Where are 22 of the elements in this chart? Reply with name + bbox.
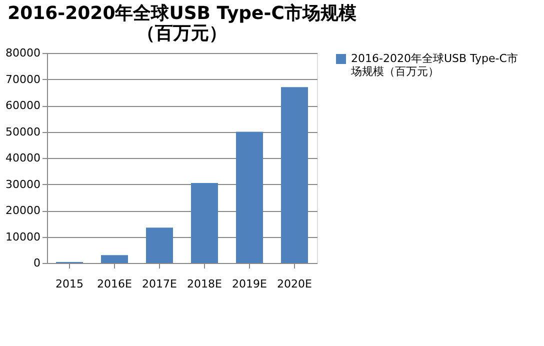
chart-title: 2016-2020年全球USB Type-C市场规模（百万元） (8, 3, 356, 44)
y-tick-label: 10000 (6, 230, 40, 244)
bar (146, 228, 173, 263)
y-tick-label: 40000 (6, 152, 40, 164)
y-tick-label: 70000 (6, 72, 40, 86)
bar (281, 87, 308, 263)
y-tick-label: 30000 (6, 178, 40, 191)
bar (236, 132, 263, 263)
x-tick-label: 2015 (56, 278, 84, 290)
y-tick-label: 20000 (6, 204, 40, 217)
x-tick-label: 2020E (277, 278, 312, 290)
y-tick-label: 60000 (6, 99, 40, 112)
y-tick-label: 80000 (6, 46, 40, 60)
bar (101, 255, 128, 263)
x-tick-label: 2019E (232, 278, 268, 290)
x-tick-label: 2016E (97, 278, 132, 290)
x-tick-label: 2017E (142, 278, 178, 290)
legend-label: 2016-2020年全球USB Type-C市场规模（百万元） (350, 52, 518, 78)
bar (191, 182, 218, 263)
x-tick-label: 2018E (187, 278, 222, 290)
y-tick-label: 50000 (6, 125, 40, 138)
y-tick-label: 0 (34, 256, 40, 270)
